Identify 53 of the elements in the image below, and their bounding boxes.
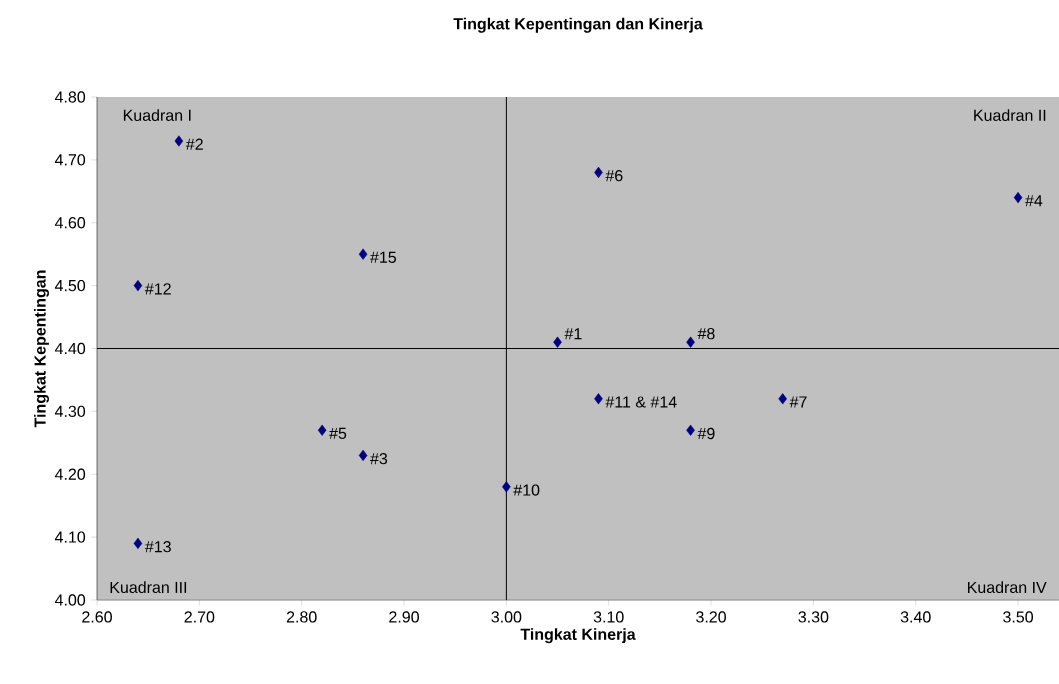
x-tick-label: 3.00 (491, 611, 522, 623)
point (1013, 191, 1023, 204)
point (686, 336, 695, 348)
x-tick-label: 3.40 (900, 611, 931, 623)
y-tick-label: 4.40 (54, 342, 86, 355)
y-tick-label: 4.30 (54, 405, 86, 418)
y-tick-label: 4.80 (54, 91, 86, 103)
annotation: Kuadran I (123, 109, 191, 121)
annotation: #5 (329, 427, 347, 439)
x-axis-title: Tingkat Kinerja (520, 628, 636, 644)
annotation: #2 (185, 138, 203, 150)
point (358, 248, 368, 260)
annotation: #9 (697, 427, 715, 440)
x-tick-label: 2.70 (184, 611, 215, 623)
annotation: #8 (697, 327, 715, 340)
annotation: #12 (144, 283, 171, 295)
annotation: #13 (144, 541, 171, 553)
annotation: Kuadran III (110, 581, 187, 594)
annotation: #1 (564, 328, 582, 340)
y-axis-title: Tingkat Kepentingan (34, 270, 49, 428)
annotation: #6 (605, 170, 623, 182)
x-tick-label: 2.60 (82, 611, 112, 623)
x-tick-label: 3.30 (798, 611, 829, 623)
x-tick-label: 2.90 (389, 611, 419, 623)
point (778, 393, 787, 405)
y-tick-label: 4.60 (54, 217, 86, 229)
point (133, 537, 143, 549)
chart-title: Tingkat Kepentingan dan Kinerja (453, 17, 703, 33)
point (358, 449, 368, 461)
annotation: #15 (370, 251, 397, 263)
y-tick-label: 4.00 (54, 594, 86, 606)
annotation: #11 & #14 (605, 396, 677, 408)
y-tick-label: 4.70 (54, 154, 86, 166)
annotation: #4 (1025, 195, 1043, 207)
y-tick-label: 4.20 (54, 468, 86, 480)
point (553, 336, 562, 348)
y-tick-label: 4.10 (54, 531, 86, 543)
annotation: #10 (513, 484, 540, 496)
x-tick-label: 3.50 (1003, 611, 1034, 623)
annotation: Kuadran IV (967, 581, 1047, 594)
annotation: #7 (789, 396, 807, 408)
x-tick-label: 2.80 (286, 611, 317, 623)
point (594, 393, 603, 405)
point (502, 481, 511, 493)
point (686, 424, 695, 436)
x-tick-label: 3.20 (696, 611, 726, 623)
y-tick-label: 4.50 (54, 279, 86, 292)
annotation: #3 (370, 452, 388, 465)
point (317, 424, 327, 436)
annotation: Kuadran II (974, 109, 1046, 121)
point (174, 135, 184, 147)
point (133, 280, 143, 292)
x-tick-label: 3.10 (593, 611, 624, 623)
